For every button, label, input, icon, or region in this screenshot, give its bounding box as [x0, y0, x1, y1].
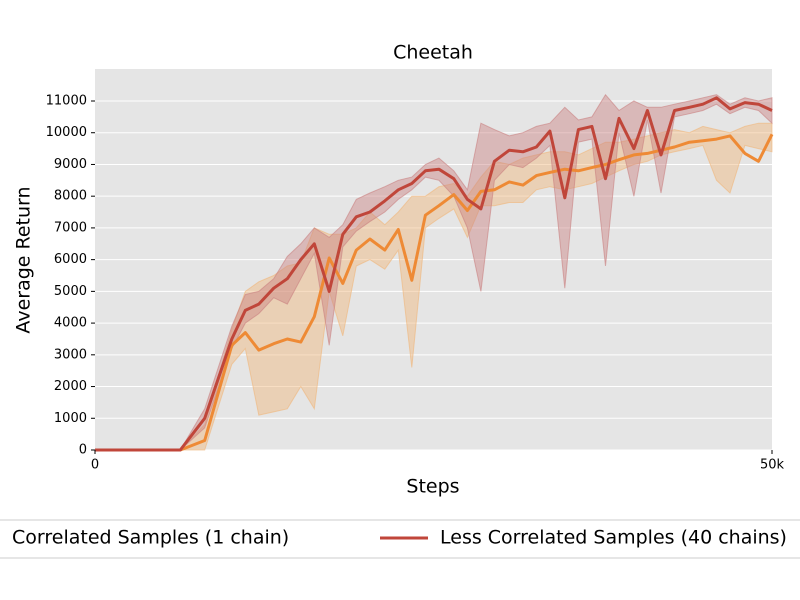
y-tick-label: 3000: [54, 347, 87, 362]
chart-title: Cheetah: [393, 42, 473, 64]
x-axis-label: Steps: [406, 476, 459, 498]
legend-label: Less Correlated Samples (40 chains): [440, 527, 787, 549]
y-tick-label: 4000: [54, 316, 87, 331]
y-tick-label: 9000: [54, 157, 87, 172]
y-tick-label: 7000: [54, 220, 87, 235]
series-line: [95, 96, 773, 452]
y-tick-label: 10000: [46, 125, 87, 140]
y-tick-label: 11000: [46, 94, 87, 109]
series-line: [95, 133, 774, 452]
y-tick-label: 0: [79, 443, 87, 458]
x-tick-label: 50k: [760, 458, 785, 473]
y-tick-label: 5000: [54, 284, 87, 299]
y-tick-label: 8000: [54, 189, 87, 204]
legend-label: Correlated Samples (1 chain): [12, 527, 289, 549]
y-tick-label: 6000: [54, 252, 87, 267]
y-axis-label: Average Return: [13, 186, 35, 333]
y-tick-label: 1000: [54, 411, 87, 426]
y-tick-label: 2000: [54, 379, 87, 394]
x-tick-label: 0: [91, 458, 99, 473]
